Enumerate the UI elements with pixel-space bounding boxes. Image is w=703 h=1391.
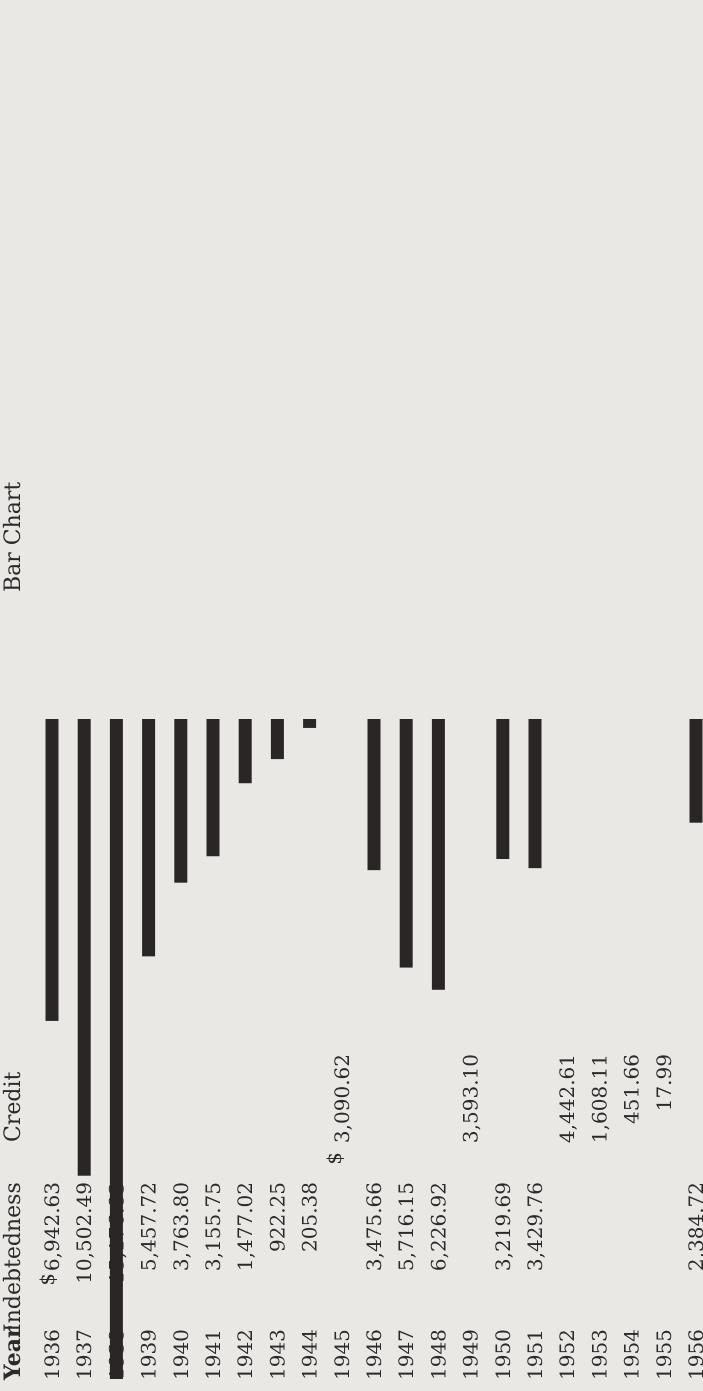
indebtedness-value: 6,942.63 [40,1182,64,1271]
year-label: 1936 [40,1329,64,1380]
indebtedness-value: 3,155.75 [201,1182,225,1271]
bar-1938 [109,719,123,1379]
year-label: 1945 [330,1329,354,1380]
credit-column-header: Credit [1,1072,26,1142]
indebtedness-value: 922.25 [265,1182,289,1252]
credit-value: 3,090.62 [330,1054,354,1143]
indebtedness-value: 3,763.80 [169,1182,193,1271]
year-label: 1946 [362,1329,386,1380]
indebtedness-value: 3,475.66 [362,1182,386,1271]
indebtedness-value: 10,502.49 [72,1182,96,1284]
bar-1956 [689,719,703,823]
chart-title: Bar Chart [1,482,26,592]
indebtedness-value: 5,457.72 [137,1182,161,1271]
bar-1942 [238,719,252,784]
indebtedness-value: 2,384.72 [684,1182,703,1271]
year-label: 1944 [298,1329,322,1380]
bar-1946 [367,719,381,871]
indebtedness-dollar-sign: $ [35,1273,59,1286]
bar-1950 [496,718,510,860]
bar-1937 [77,719,91,1176]
year-label: 1952 [555,1329,579,1380]
year-label: 1939 [137,1329,161,1380]
credit-value: 3,593.10 [459,1054,483,1143]
year-label: 1951 [523,1329,547,1380]
indebtedness-value: 3,219.69 [491,1182,515,1271]
bar-1936 [45,719,59,1021]
year-label: 1941 [201,1329,225,1380]
year-label: 1948 [426,1329,450,1380]
credit-dollar-sign: $ [322,1152,346,1165]
indebtedness-column-header: Indebtedness [1,1182,26,1332]
bar-1941 [206,718,220,857]
indebtedness-value: 1,477.02 [233,1182,257,1271]
year-label: 1955 [652,1329,676,1380]
bar-1939 [142,719,156,957]
year-label: 1956 [684,1329,703,1380]
year-label: 1947 [394,1329,418,1380]
year-label: 1942 [233,1329,257,1380]
credit-value: 17.99 [652,1054,676,1111]
year-label: 1950 [491,1329,515,1380]
indebtedness-value: 6,226.92 [426,1182,450,1271]
year-label: 1940 [169,1329,193,1380]
indebtedness-value: 205.38 [298,1182,322,1252]
bar-1951 [528,718,542,869]
credit-value: 4,442.61 [555,1054,579,1143]
bar-1948 [431,719,445,990]
year-label: 1954 [620,1329,644,1380]
indebtedness-value: 5,716.15 [394,1182,418,1271]
bar-1944 [303,719,317,728]
year-label: 1949 [459,1329,483,1380]
indebtedness-value: 3,429.76 [523,1182,547,1271]
bar-1940 [174,719,188,883]
year-column-header: Year [0,1326,26,1381]
year-label: 1953 [587,1329,611,1380]
year-label: 1943 [265,1329,289,1380]
credit-value: 451.66 [620,1054,644,1124]
bar-1947 [399,719,413,968]
credit-value: 1,608.11 [587,1054,611,1143]
year-label: 1937 [72,1329,96,1380]
bar-1943 [270,719,284,760]
